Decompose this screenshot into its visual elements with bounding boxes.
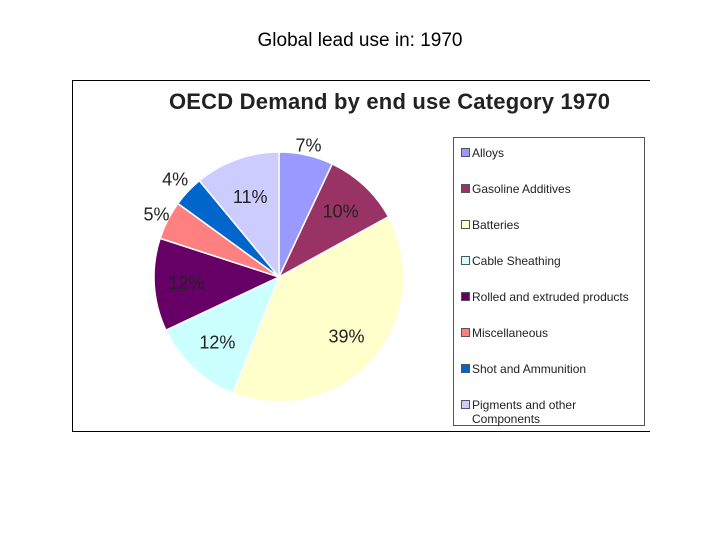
legend-swatch-icon	[461, 256, 470, 265]
chart-title: OECD Demand by end use Category 1970	[169, 89, 611, 114]
legend-item-batteries: Batteries	[461, 218, 638, 254]
data-label-cable-sheathing: 12%	[199, 333, 235, 353]
legend-swatch-icon	[461, 184, 470, 193]
legend-item-alloys: Alloys	[461, 146, 638, 182]
data-label-alloys: 7%	[295, 135, 321, 155]
legend-label: Cable Sheathing	[472, 254, 561, 268]
legend-item-pigments-and-other-components: Pigments and other Components	[461, 398, 638, 434]
legend-swatch-icon	[461, 364, 470, 373]
pie-slice-pigments-and-other-components	[198, 151, 280, 280]
pie-chart: 7% 10% 39% 12% 12% 5% 4% 11%	[143, 135, 405, 403]
legend-item-rolled-and-extruded-products: Rolled and extruded products	[461, 290, 638, 326]
data-label-gasoline-additives: 10%	[323, 201, 359, 221]
pie-slice-cable-sheathing	[164, 275, 281, 395]
data-label-pigments-and-other-components: 11%	[233, 187, 268, 207]
legend-swatch-icon	[461, 148, 470, 157]
legend-label: Rolled and extruded products	[472, 290, 629, 304]
legend-item-cable-sheathing: Cable Sheathing	[461, 254, 638, 290]
pie-slice-batteries	[232, 215, 405, 403]
pie-slice-gasoline-additives	[277, 162, 390, 279]
data-label-miscellaneous: 5%	[143, 205, 169, 225]
legend-label: Batteries	[472, 218, 520, 232]
data-label-rolled-and-extruded-products: 12%	[169, 273, 205, 293]
chart-legend: Alloys Gasoline Additives Batteries Cable S…	[453, 137, 645, 426]
legend-swatch-icon	[461, 328, 470, 337]
legend-label: Alloys	[472, 146, 505, 160]
chart-frame: OECD Demand by end use Category 1970 7% 1…	[72, 80, 650, 432]
data-label-shot-and-ammunition: 4%	[162, 169, 188, 189]
legend-label: Shot and Ammunition	[472, 362, 587, 376]
slide-title: Global lead use in: 1970	[257, 30, 463, 51]
legend-label: Gasoline Additives	[472, 182, 571, 196]
legend-label: Pigments and other Components	[472, 398, 577, 426]
pie-slice-rolled-and-extruded-products	[153, 237, 282, 332]
legend-item-gasoline-additives: Gasoline Additives	[461, 182, 638, 218]
legend-item-shot-and-ammunition: Shot and Ammunition	[461, 362, 638, 398]
legend-swatch-icon	[461, 220, 470, 229]
data-label-batteries: 39%	[328, 327, 364, 347]
legend-item-miscellaneous: Miscellaneous	[461, 326, 638, 362]
legend-swatch-icon	[461, 400, 470, 409]
legend-swatch-icon	[461, 292, 470, 301]
legend-label: Miscellaneous	[472, 326, 549, 340]
